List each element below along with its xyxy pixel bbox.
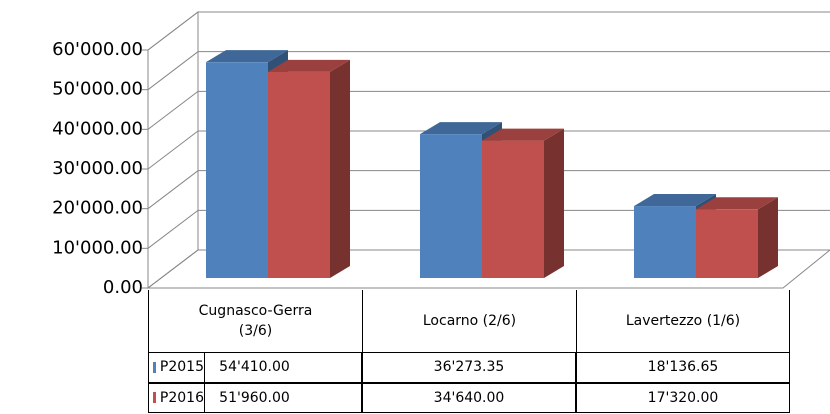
table-value-text: 17'320.00 — [647, 389, 719, 406]
bar-side — [544, 128, 564, 278]
y-tick-label: 10'000.00 — [52, 237, 143, 258]
bar-top — [420, 122, 502, 135]
grid-line — [147, 170, 830, 210]
bar — [696, 209, 758, 278]
table-category-text: Locarno (2/6) — [422, 313, 517, 329]
y-tick-label: 60'000.00 — [52, 39, 143, 60]
grid-line — [147, 90, 830, 130]
table-category-text: Lavertezzo (1/6) — [625, 313, 741, 329]
grid-line — [147, 209, 830, 249]
grid-line — [147, 249, 830, 289]
grid-line — [147, 11, 830, 51]
bar-side — [330, 59, 350, 278]
grid-line — [147, 51, 830, 91]
bar-top — [206, 50, 288, 63]
table-value-text: 34'640.00 — [433, 389, 505, 406]
y-tick-label: 40'000.00 — [52, 118, 143, 139]
table-series-label: P2016 — [148, 382, 205, 413]
table-category: Cugnasco-Gerra (3/6) — [148, 290, 362, 352]
bar-top — [268, 59, 350, 72]
legend-key — [153, 361, 156, 373]
y-tick-label: 20'000.00 — [52, 198, 143, 219]
table-value-text: 36'273.35 — [433, 359, 505, 376]
bar — [268, 71, 330, 278]
bar-top — [634, 194, 716, 207]
table-value-text: 18'136.65 — [647, 359, 719, 376]
table-category: Lavertezzo (1/6) — [576, 290, 790, 352]
table-category: Locarno (2/6) — [362, 290, 576, 352]
table-value-text: 54'410.00 — [219, 359, 290, 376]
bar-top — [696, 197, 778, 210]
table-value-text: 51'960.00 — [219, 389, 290, 406]
table-value: 34'640.00 — [362, 382, 576, 413]
legend-key — [153, 392, 156, 404]
bar — [634, 206, 696, 278]
bar-top — [482, 128, 564, 141]
bar — [420, 134, 482, 278]
table-value: 51'960.00 — [205, 382, 362, 413]
table-value: 54'410.00 — [205, 352, 362, 383]
table-series-label: P2015 — [148, 352, 205, 383]
grid-line — [147, 130, 830, 170]
y-tick-label: 50'000.00 — [52, 79, 143, 100]
legend-label: P2016 — [159, 389, 204, 406]
y-tick-label: 0.00 — [103, 277, 143, 298]
table-value: 36'273.35 — [362, 352, 576, 383]
legend-label: P2015 — [159, 359, 204, 376]
y-tick-label: 30'000.00 — [52, 158, 143, 179]
bar — [482, 140, 544, 278]
bar-side — [758, 197, 778, 278]
bar — [206, 62, 268, 278]
table-value: 17'320.00 — [576, 382, 790, 413]
table-category-text: Cugnasco-Gerra (3/6) — [198, 303, 313, 339]
table-value: 18'136.65 — [576, 352, 790, 383]
